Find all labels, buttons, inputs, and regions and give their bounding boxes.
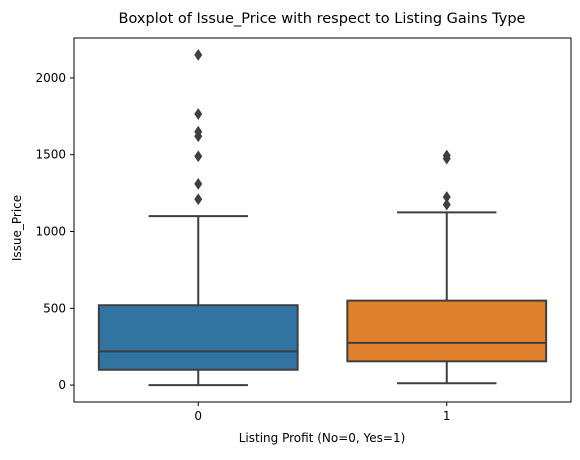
iqr-box: [346, 299, 548, 363]
y-axis-label: Issue_Price: [10, 195, 24, 261]
outlier-point: [442, 149, 451, 162]
y-tick-label: 0: [58, 378, 66, 392]
chart-title: Boxplot of Issue_Price with respect to L…: [119, 11, 526, 27]
box-group-0: [97, 49, 299, 387]
outlier-point: [442, 198, 451, 211]
plot-area: 0 500 1000 1500 2000 0 1: [35, 37, 572, 423]
outlier-point: [194, 108, 203, 120]
y-tick-label: 2000: [35, 71, 66, 85]
x-tick-label: 1: [443, 409, 451, 423]
y-tick-label: 500: [43, 301, 66, 315]
outlier-point: [442, 191, 451, 203]
plot-frame: [73, 37, 572, 403]
y-tick-label: 1500: [35, 148, 66, 162]
y-tick-label: 1000: [35, 225, 66, 239]
x-axis-label: Listing Profit (No=0, Yes=1): [239, 431, 406, 445]
outlier-point: [194, 125, 203, 138]
box-group-1: [346, 149, 548, 385]
outlier-point: [194, 150, 203, 163]
outlier-point: [194, 193, 203, 206]
outlier-point: [194, 178, 203, 190]
outlier-point: [194, 49, 203, 61]
iqr-box: [97, 304, 299, 371]
x-tick-label: 0: [194, 409, 202, 423]
